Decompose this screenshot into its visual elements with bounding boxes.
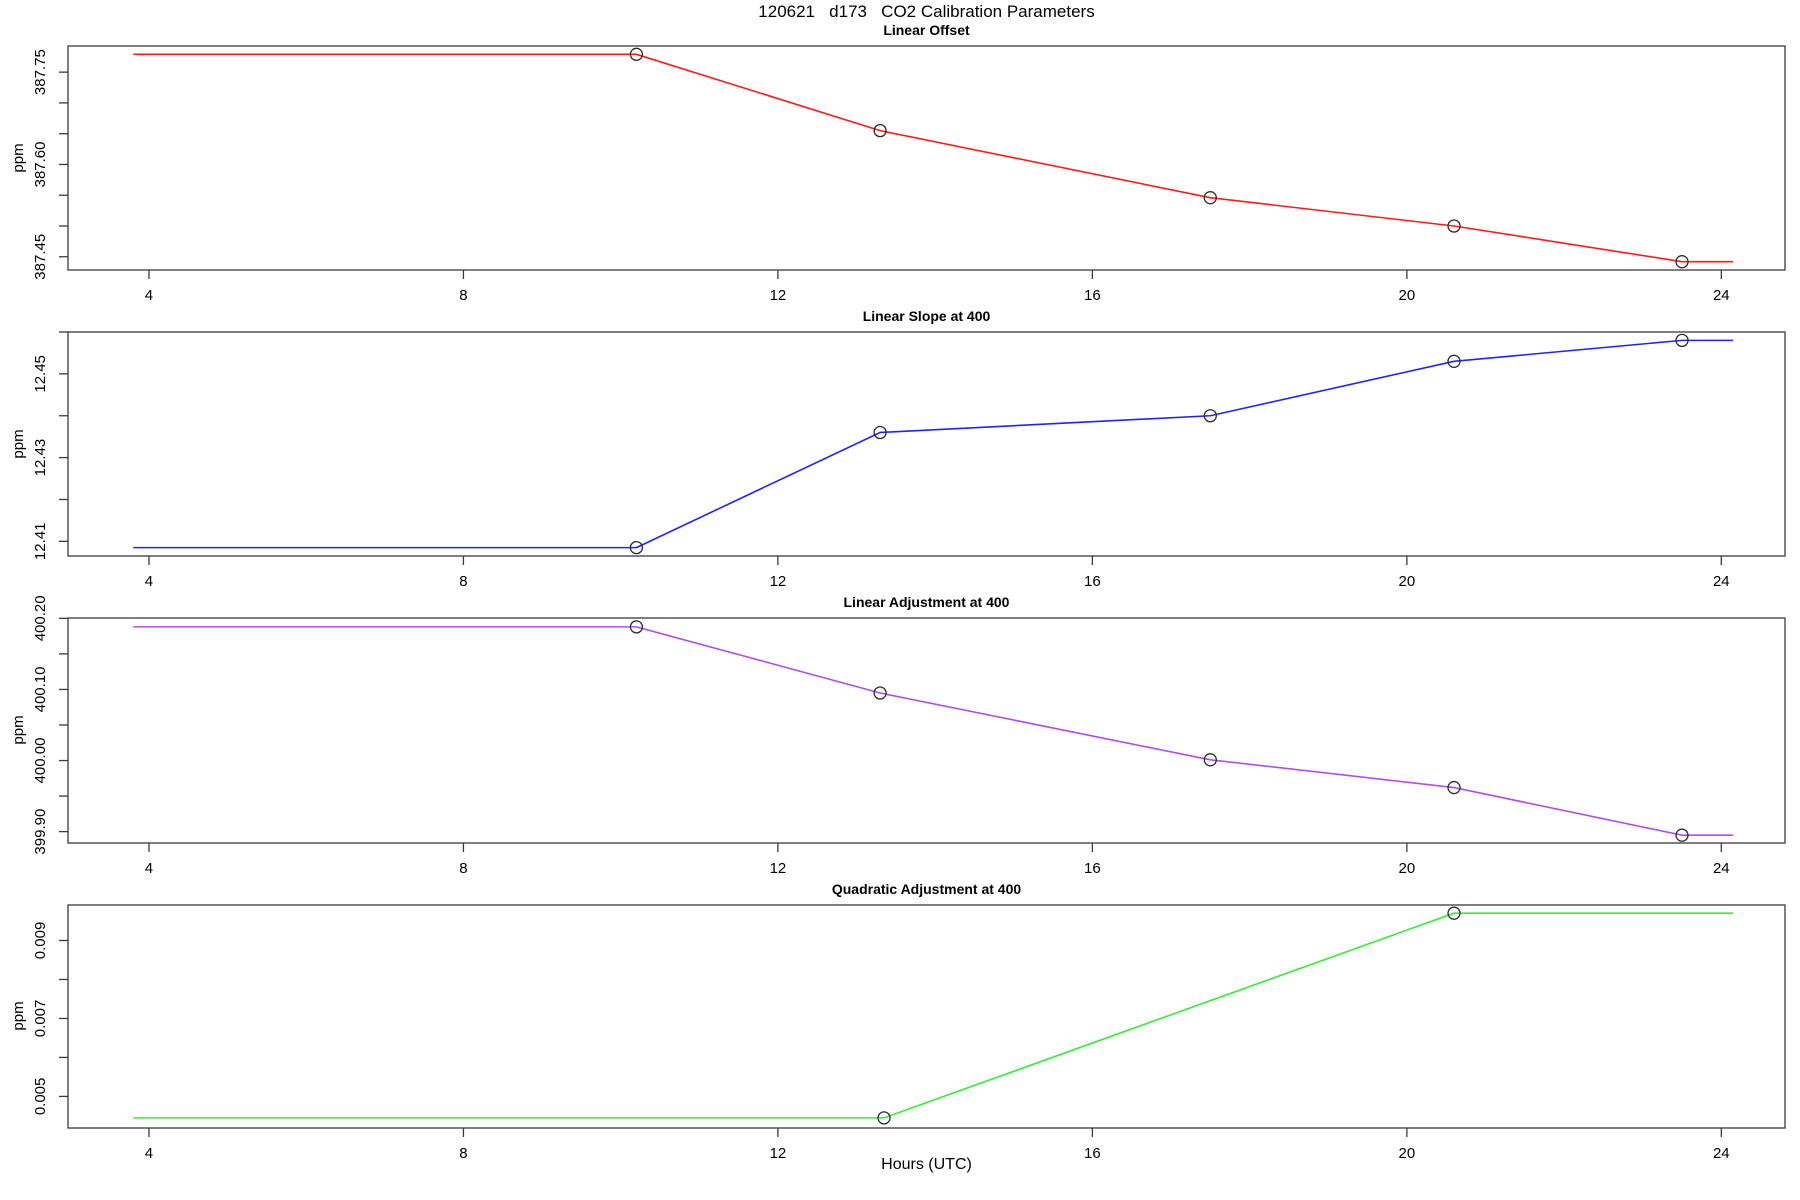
chart-panel-2: 4 8 12 16 20 24 12.41 12.43 12.45 <box>32 331 1786 590</box>
y-axis-tick-label: 0.005 <box>32 1078 49 1116</box>
y-axis-tick-label: 400.20 <box>32 595 49 641</box>
data-point-marker <box>1447 219 1461 233</box>
x-axis-tick-label: 20 <box>1399 573 1416 590</box>
x-axis-tick-label: 8 <box>459 287 467 304</box>
plot-box <box>67 331 1786 557</box>
x-axis-tick-label: 24 <box>1713 860 1730 877</box>
x-axis-tick-label: 4 <box>145 860 153 877</box>
series-line <box>133 53 1734 263</box>
data-point-marker <box>1203 753 1217 767</box>
y-axis-title-panel-2: ppm <box>10 429 27 459</box>
data-point-marker <box>629 620 644 634</box>
x-axis-tick-label: 16 <box>1084 573 1101 590</box>
x-axis-tick-label: 24 <box>1713 287 1730 304</box>
chart-panel-4: 4 8 12 16 20 24 0.005 0.007 0.009 <box>32 904 1786 1162</box>
x-axis-tick-label: 20 <box>1399 1145 1416 1162</box>
x-axis-tick-label: 4 <box>145 573 153 590</box>
panel-title-linear-slope: Linear Slope at 400 <box>862 308 991 324</box>
x-axis-tick-label: 12 <box>770 860 787 877</box>
y-axis-tick-label: 0.009 <box>32 922 49 960</box>
x-axis-tick-label: 4 <box>145 287 153 304</box>
data-point-marker <box>873 425 887 440</box>
series-line <box>133 339 1734 549</box>
data-point-marker <box>1675 333 1689 348</box>
x-axis-tick-label: 8 <box>459 573 467 590</box>
y-axis-tick-label: 12.45 <box>32 355 49 393</box>
data-point-marker <box>873 686 887 700</box>
data-point-marker <box>1675 828 1689 842</box>
x-axis-tick-label: 12 <box>770 573 787 590</box>
data-point-marker <box>629 47 644 61</box>
data-point-marker <box>1203 191 1217 205</box>
x-axis-tick-label: 20 <box>1399 287 1416 304</box>
y-axis-tick-label: 400.10 <box>32 667 49 713</box>
series-line <box>133 912 1734 1119</box>
data-point-marker <box>1675 255 1689 269</box>
panel-title-quadratic-adjustment: Quadratic Adjustment at 400 <box>831 881 1022 897</box>
y-axis-tick-label: 0.007 <box>32 1000 49 1038</box>
x-axis-tick-label: 24 <box>1713 1145 1730 1162</box>
y-axis-tick-label: 387.75 <box>32 49 49 95</box>
y-axis-title-panel-3: ppm <box>10 715 27 745</box>
x-axis-tick-label: 12 <box>770 287 787 304</box>
data-point-marker <box>877 1111 891 1125</box>
x-axis-tick-label: 16 <box>1084 287 1101 304</box>
y-axis-tick-label: 399.90 <box>32 809 49 855</box>
y-axis-title-panel-1: ppm <box>10 143 27 173</box>
x-axis-title: Hours (UTC) <box>881 1156 972 1173</box>
x-axis-tick-label: 4 <box>145 1145 153 1162</box>
plot-box <box>67 904 1786 1129</box>
x-axis-tick-label: 16 <box>1084 1145 1101 1162</box>
y-axis-tick-label: 400.00 <box>32 738 49 784</box>
x-axis-tick-label: 24 <box>1713 573 1730 590</box>
chart-panel-1: 4 8 12 16 20 24 387.45 387.60 387.75 <box>32 45 1786 304</box>
y-axis-tick-label: 387.60 <box>32 142 49 188</box>
data-point-marker <box>1447 906 1461 920</box>
y-axis-tick-label: 12.43 <box>32 439 49 477</box>
x-axis-tick-label: 8 <box>459 860 467 877</box>
x-axis-tick-label: 8 <box>459 1145 467 1162</box>
y-axis-title-panel-4: ppm <box>10 1001 27 1031</box>
series-line <box>133 626 1734 836</box>
data-point-marker <box>1447 354 1461 368</box>
plot-box <box>67 617 1786 844</box>
x-axis-tick-label: 20 <box>1399 860 1416 877</box>
data-point-marker <box>629 540 644 555</box>
y-axis-tick-label: 387.45 <box>32 234 49 280</box>
panel-title-linear-offset: Linear Offset <box>883 22 970 38</box>
x-axis-tick-label: 16 <box>1084 860 1101 877</box>
data-point-marker <box>873 123 887 138</box>
x-axis-tick-label: 12 <box>770 1145 787 1162</box>
y-axis-tick-label: 12.41 <box>32 523 49 561</box>
panel-title-linear-adjustment: Linear Adjustment at 400 <box>843 594 1010 610</box>
data-point-marker <box>1447 780 1461 795</box>
chart-panel-3: 4 8 12 16 20 24 399.90 400.00 400.10 400.20 <box>32 595 1786 877</box>
data-point-marker <box>1203 409 1217 423</box>
figure-title: 120621 d173 CO2 Calibration Parameters <box>758 2 1095 21</box>
plot-box <box>67 45 1786 271</box>
